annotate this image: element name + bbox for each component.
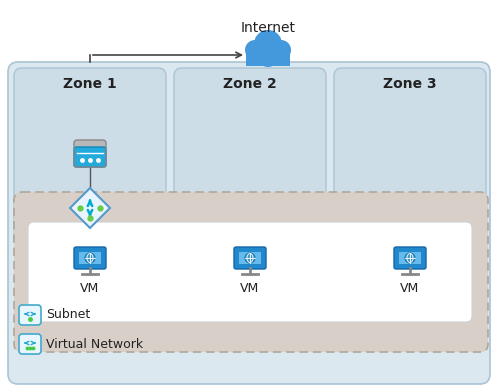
FancyBboxPatch shape [399,252,421,264]
Circle shape [271,40,291,60]
Circle shape [85,253,95,263]
Text: Zone 3: Zone 3 [383,77,437,91]
Circle shape [245,40,265,60]
Text: VM: VM [241,282,259,295]
FancyBboxPatch shape [74,147,106,167]
FancyBboxPatch shape [394,247,426,269]
Polygon shape [246,50,290,66]
FancyBboxPatch shape [74,247,106,269]
FancyBboxPatch shape [14,68,166,248]
Text: Internet: Internet [241,21,295,35]
Circle shape [405,253,415,263]
Text: Virtual Network: Virtual Network [46,338,143,350]
FancyBboxPatch shape [234,247,266,269]
FancyBboxPatch shape [19,305,41,325]
FancyBboxPatch shape [8,62,490,384]
Text: Zone 2: Zone 2 [223,77,277,91]
Text: VM: VM [400,282,420,295]
Circle shape [254,30,282,58]
FancyBboxPatch shape [74,140,106,147]
FancyBboxPatch shape [28,222,472,322]
Text: Zone 1: Zone 1 [63,77,117,91]
Circle shape [245,253,255,263]
FancyBboxPatch shape [334,68,486,248]
Text: Subnet: Subnet [46,309,90,321]
Circle shape [253,47,271,65]
Polygon shape [70,188,110,228]
FancyBboxPatch shape [14,192,488,352]
Circle shape [265,47,283,65]
FancyBboxPatch shape [79,252,101,264]
FancyBboxPatch shape [239,252,261,264]
Text: VM: VM [80,282,100,295]
Circle shape [258,47,278,67]
FancyBboxPatch shape [19,334,41,354]
FancyBboxPatch shape [174,68,326,248]
